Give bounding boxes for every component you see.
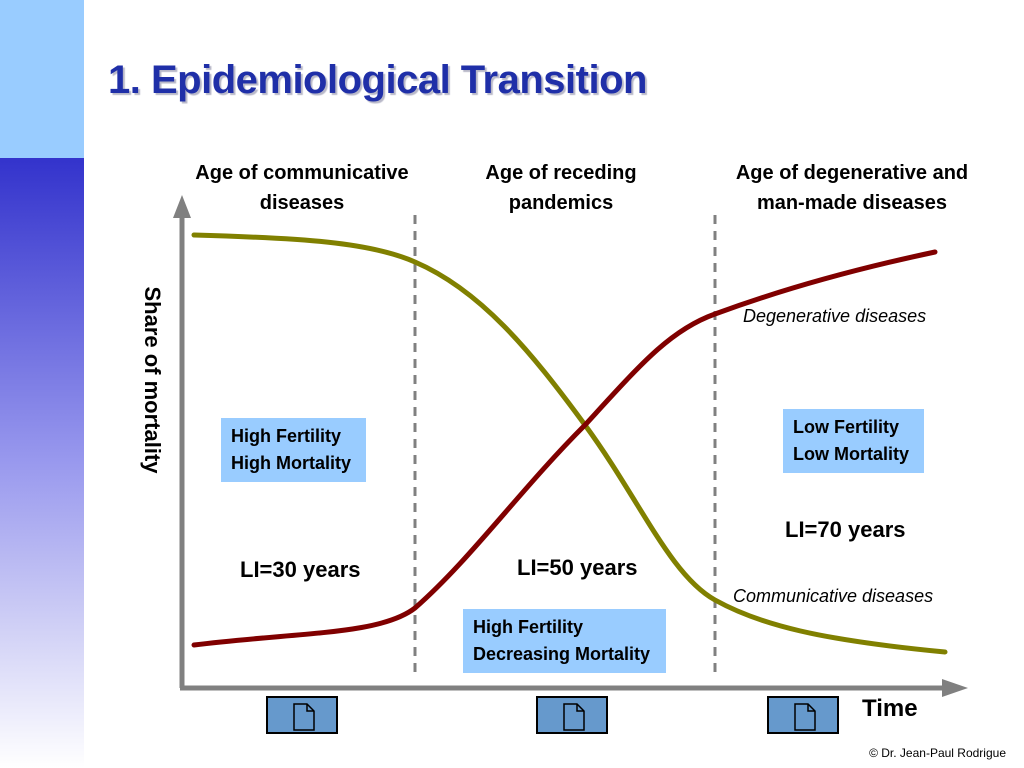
document-link-button-stage3[interactable] — [767, 696, 839, 734]
callout-line: Decreasing Mortality — [473, 644, 651, 664]
degenerative-diseases-label: Degenerative diseases — [743, 306, 927, 326]
document-link-button-stage1[interactable] — [266, 696, 338, 734]
sidebar-gradient-band — [0, 158, 84, 768]
callout-stage1: High Fertility High Mortality — [221, 418, 366, 482]
y-axis-label: Share of mortality — [140, 286, 165, 474]
y-axis-arrowhead — [173, 195, 191, 218]
era-heading-line: Age of degenerative and — [735, 162, 969, 184]
life-expectancy-stage2: LI=50 years — [517, 555, 638, 580]
slide-title: 1. Epidemiological Transition — [108, 58, 647, 102]
callout-stage2: High Fertility Decreasing Mortality — [463, 609, 666, 673]
era-heading-receding: Age of receding pandemics — [470, 158, 652, 218]
sidebar-decoration — [0, 0, 84, 768]
x-axis-label: Time — [862, 695, 918, 722]
callout-line: High Fertility — [473, 617, 584, 637]
sidebar-top-band — [0, 0, 84, 158]
era-heading-communicative: Age of communicative diseases — [190, 158, 414, 218]
degenerative-diseases-curve — [191, 249, 938, 648]
era-heading-line: Age of communicative — [195, 162, 409, 184]
x-axis-arrowhead — [942, 679, 968, 697]
document-icon — [563, 703, 585, 731]
copyright-notice: © Dr. Jean-Paul Rodrigue — [869, 746, 1006, 760]
era-heading-line: diseases — [259, 192, 345, 214]
document-icon — [293, 703, 315, 731]
callout-line: Low Fertility — [793, 417, 900, 437]
era-heading-degenerative: Age of degenerative and man-made disease… — [728, 158, 976, 218]
callout-stage3: Low Fertility Low Mortality — [783, 409, 924, 473]
era-heading-line: Age of receding — [485, 162, 637, 184]
callout-line: High Fertility — [231, 426, 342, 446]
era-heading-line: man-made diseases — [756, 192, 948, 214]
callout-line: High Mortality — [231, 453, 351, 473]
document-link-button-stage2[interactable] — [536, 696, 608, 734]
callout-line: Low Mortality — [793, 444, 909, 464]
communicative-diseases-label: Communicative diseases — [733, 586, 934, 606]
life-expectancy-stage1: LI=30 years — [240, 557, 361, 582]
era-heading-line: pandemics — [508, 192, 614, 214]
life-expectancy-stage3: LI=70 years — [785, 517, 906, 542]
document-icon — [794, 703, 816, 731]
